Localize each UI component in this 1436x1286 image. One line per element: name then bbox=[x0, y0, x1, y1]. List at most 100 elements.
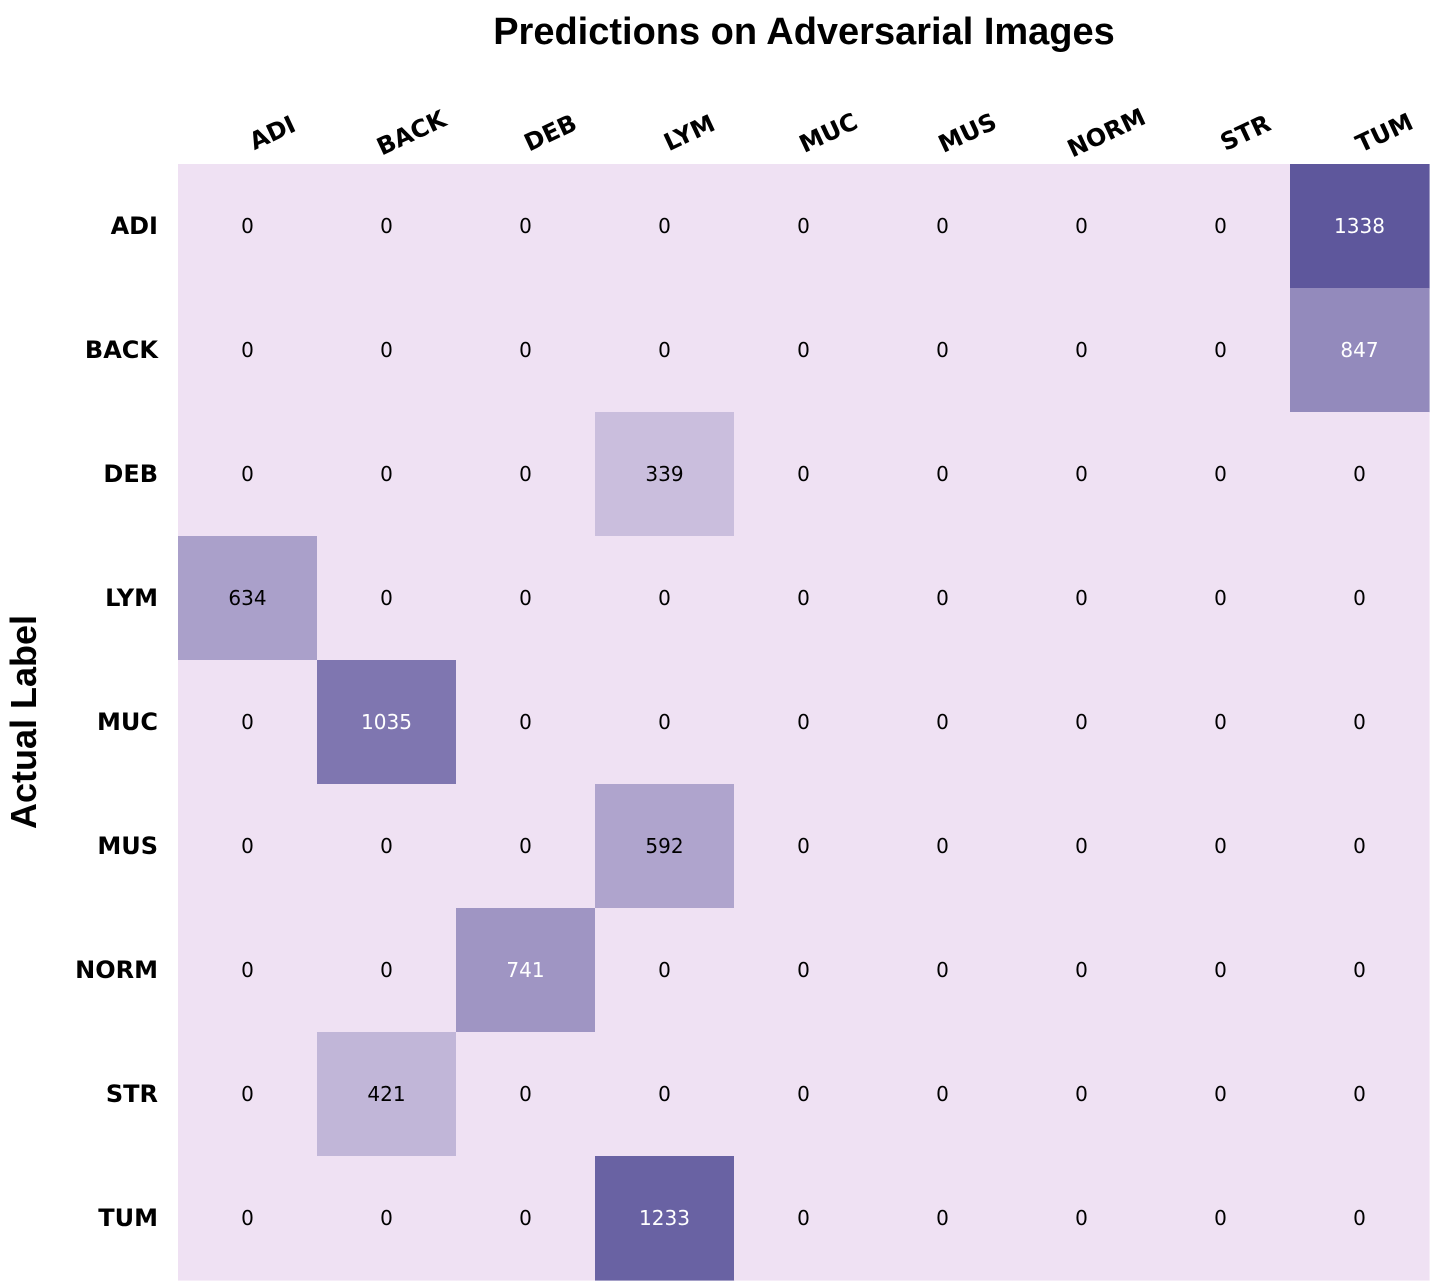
cell-value-label: 0 bbox=[1353, 586, 1366, 610]
cell-value-label: 0 bbox=[1214, 1206, 1227, 1230]
cell-value-label: 0 bbox=[658, 1082, 671, 1106]
heatmap-cell bbox=[178, 784, 318, 909]
cell-value-label: 0 bbox=[519, 338, 532, 362]
cell-value-label: 0 bbox=[380, 586, 393, 610]
cell-value-label: 592 bbox=[645, 834, 683, 858]
x-tick-labels: ADI BACK DEB LYM MUC MUS NORM STR TUM bbox=[245, 103, 1417, 163]
heatmap-cell bbox=[1151, 288, 1291, 413]
cell-value-label: 0 bbox=[658, 710, 671, 734]
heatmap-cell bbox=[317, 536, 457, 661]
heatmap-cell bbox=[317, 908, 457, 1033]
chart-title: Predictions on Adversarial Images bbox=[493, 11, 1115, 53]
cell-value-label: 0 bbox=[380, 1206, 393, 1230]
heatmap-cell bbox=[1151, 908, 1291, 1033]
cell-value-label: 0 bbox=[519, 1082, 532, 1106]
cell-value-label: 0 bbox=[1214, 958, 1227, 982]
heatmap-cell-labels: 0 0 0 0 0 0 0 0 1338 0 0 0 0 0 0 0 0 847 0 0 0 339 0 0 0 0 0 634 0 0 0… bbox=[228, 214, 1385, 1230]
heatmap-cell bbox=[1290, 164, 1430, 289]
cell-value-label: 1338 bbox=[1334, 214, 1385, 238]
heatmap-cell bbox=[456, 1032, 596, 1157]
heatmap-cell bbox=[456, 412, 596, 537]
heatmap-cell bbox=[595, 1032, 735, 1157]
cell-value-label: 0 bbox=[658, 958, 671, 982]
cell-value-label: 0 bbox=[936, 958, 949, 982]
heatmap-cell bbox=[734, 1156, 874, 1281]
heatmap-cell bbox=[1290, 784, 1430, 909]
heatmap-cell bbox=[734, 908, 874, 1033]
heatmap-cell bbox=[595, 1156, 735, 1281]
heatmap-cell bbox=[1290, 412, 1430, 537]
heatmap-cell bbox=[1012, 908, 1152, 1033]
heatmap-cell bbox=[456, 908, 596, 1033]
heatmap-cell bbox=[1151, 784, 1291, 909]
heatmap-cell bbox=[595, 536, 735, 661]
y-tick-label: NORM bbox=[75, 956, 158, 984]
heatmap-cell bbox=[734, 1032, 874, 1157]
cell-value-label: 0 bbox=[1353, 710, 1366, 734]
heatmap-cell bbox=[1151, 536, 1291, 661]
cell-value-label: 0 bbox=[797, 834, 810, 858]
heatmap-cell bbox=[456, 164, 596, 289]
heatmap-cell bbox=[317, 1032, 457, 1157]
heatmap-cell bbox=[1012, 1032, 1152, 1157]
cell-value-label: 0 bbox=[1075, 214, 1088, 238]
cell-value-label: 1233 bbox=[639, 1206, 690, 1230]
x-tick-label: BACK bbox=[372, 104, 451, 161]
cell-value-label: 0 bbox=[658, 586, 671, 610]
y-tick-label: LYM bbox=[105, 584, 158, 612]
cell-value-label: 0 bbox=[1075, 710, 1088, 734]
cell-value-label: 0 bbox=[1214, 338, 1227, 362]
cell-value-label: 0 bbox=[519, 1206, 532, 1230]
cell-value-label: 0 bbox=[797, 1206, 810, 1230]
heatmap-cell bbox=[178, 164, 318, 289]
heatmap-cell bbox=[734, 660, 874, 785]
cell-value-label: 0 bbox=[797, 710, 810, 734]
cell-value-label: 0 bbox=[1075, 586, 1088, 610]
heatmap-cell bbox=[178, 660, 318, 785]
y-tick-label: MUC bbox=[97, 708, 158, 736]
cell-value-label: 0 bbox=[1353, 958, 1366, 982]
heatmap-cell bbox=[1290, 660, 1430, 785]
cell-value-label: 0 bbox=[1214, 834, 1227, 858]
heatmap-cells bbox=[178, 164, 1430, 1281]
heatmap-cell bbox=[178, 536, 318, 661]
heatmap-cell bbox=[178, 908, 318, 1033]
heatmap-cell bbox=[873, 288, 1013, 413]
cell-value-label: 0 bbox=[797, 462, 810, 486]
heatmap-cell bbox=[178, 1032, 318, 1157]
cell-value-label: 0 bbox=[1075, 1082, 1088, 1106]
cell-value-label: 634 bbox=[228, 586, 266, 610]
cell-value-label: 0 bbox=[241, 462, 254, 486]
cell-value-label: 741 bbox=[506, 958, 544, 982]
heatmap-cell bbox=[734, 164, 874, 289]
cell-value-label: 0 bbox=[936, 710, 949, 734]
heatmap-cell bbox=[317, 164, 457, 289]
cell-value-label: 0 bbox=[241, 214, 254, 238]
cell-value-label: 0 bbox=[241, 338, 254, 362]
cell-value-label: 0 bbox=[797, 1082, 810, 1106]
cell-value-label: 0 bbox=[380, 214, 393, 238]
cell-value-label: 847 bbox=[1340, 338, 1378, 362]
cell-value-label: 0 bbox=[1353, 462, 1366, 486]
cell-value-label: 0 bbox=[1075, 834, 1088, 858]
heatmap-cell bbox=[873, 1156, 1013, 1281]
cell-value-label: 0 bbox=[241, 834, 254, 858]
cell-value-label: 0 bbox=[658, 214, 671, 238]
cell-value-label: 0 bbox=[1214, 1082, 1227, 1106]
heatmap-cell bbox=[873, 784, 1013, 909]
cell-value-label: 0 bbox=[1075, 338, 1088, 362]
x-tick-label: DEB bbox=[520, 109, 581, 157]
heatmap-cell bbox=[178, 288, 318, 413]
cell-value-label: 1035 bbox=[361, 710, 412, 734]
cell-value-label: 0 bbox=[519, 586, 532, 610]
y-tick-label: DEB bbox=[103, 460, 158, 488]
heatmap-cell bbox=[1151, 412, 1291, 537]
cell-value-label: 0 bbox=[1353, 1082, 1366, 1106]
heatmap-cell bbox=[734, 288, 874, 413]
heatmap-cell bbox=[734, 536, 874, 661]
heatmap-cell bbox=[595, 288, 735, 413]
cell-value-label: 0 bbox=[797, 214, 810, 238]
cell-value-label: 0 bbox=[241, 958, 254, 982]
cell-value-label: 0 bbox=[241, 1206, 254, 1230]
y-tick-label: BACK bbox=[85, 336, 159, 364]
